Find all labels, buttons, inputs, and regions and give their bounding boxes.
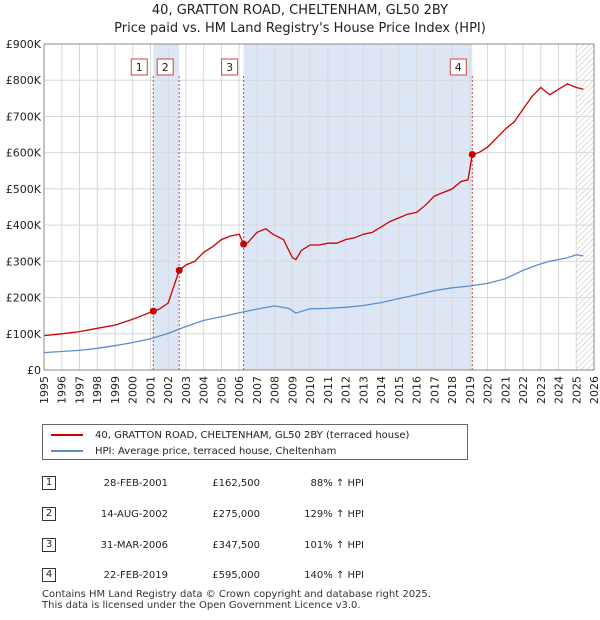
- x-tick-label: 1996: [56, 376, 69, 404]
- legend-item-hpi: HPI: Average price, terraced house, Chel…: [51, 443, 336, 459]
- transaction-row: 2 14-AUG-2002 £275,000 129% ↑ HPI: [40, 505, 440, 527]
- x-tick-label: 2014: [375, 376, 388, 404]
- x-tick-label: 2025: [570, 376, 583, 404]
- transaction-hpi: 129% ↑ HPI: [304, 509, 364, 520]
- x-tick-label: 2000: [127, 376, 140, 404]
- transaction-date: 31-MAR-2006: [100, 540, 168, 551]
- marker-box: [130, 58, 148, 76]
- x-tick-label: 2004: [198, 376, 211, 404]
- sale-point: [240, 240, 248, 248]
- plot-frame: [43, 43, 595, 371]
- x-tick-label: 2019: [464, 376, 477, 404]
- x-tick-label: 2003: [180, 376, 193, 404]
- x-tick-label: 2002: [162, 376, 175, 404]
- transaction-date: 28-FEB-2001: [103, 478, 168, 489]
- y-tick-label: £700K: [6, 110, 42, 123]
- marker-label: 4: [455, 61, 462, 74]
- legend-swatch-property: [51, 434, 83, 436]
- marker-label: 3: [226, 61, 233, 74]
- marker-box: [156, 58, 174, 76]
- x-tick-label: 2021: [499, 376, 512, 404]
- transaction-number: 3: [42, 538, 56, 552]
- ownership-shade: [243, 44, 473, 370]
- transaction-price: £162,500: [212, 478, 260, 489]
- x-tick-label: 2017: [428, 376, 441, 404]
- x-tick-label: 2024: [553, 376, 566, 404]
- y-tick-label: £400K: [6, 219, 42, 232]
- transaction-price: £595,000: [212, 570, 260, 581]
- x-tick-label: 2022: [517, 376, 530, 404]
- x-tick-label: 2010: [304, 376, 317, 404]
- chart-subtitle: Price paid vs. HM Land Registry's House …: [114, 21, 486, 36]
- x-tick-label: 2012: [340, 376, 353, 404]
- x-tick-label: 1998: [91, 376, 104, 404]
- legend-swatch-hpi: [51, 450, 83, 452]
- ownership-shade: [153, 44, 180, 370]
- x-tick-label: 2006: [233, 376, 246, 404]
- transaction-price: £347,500: [212, 540, 260, 551]
- x-tick-label: 1995: [38, 376, 51, 404]
- x-tick-label: 2013: [357, 376, 370, 404]
- transaction-hpi: 88% ↑ HPI: [310, 478, 364, 489]
- series-line: [43, 254, 584, 354]
- x-tick-label: 2008: [269, 376, 282, 404]
- x-tick-label: 1997: [73, 376, 86, 404]
- y-tick-label: £100K: [6, 328, 42, 341]
- transaction-date: 22-FEB-2019: [103, 570, 168, 581]
- y-tick-label: £500K: [6, 183, 42, 196]
- y-tick-label: £800K: [6, 74, 42, 87]
- marker-label: 1: [136, 61, 143, 74]
- legend-label-hpi: HPI: Average price, terraced house, Chel…: [95, 445, 337, 457]
- x-tick-label: 2001: [144, 376, 157, 404]
- x-tick-label: 2007: [251, 376, 264, 404]
- transaction-row: 4 22-FEB-2019 £595,000 140% ↑ HPI: [40, 566, 440, 588]
- legend-label-property: 40, GRATTON ROAD, CHELTENHAM, GL50 2BY (…: [95, 429, 410, 441]
- transaction-row: 3 31-MAR-2006 £347,500 101% ↑ HPI: [40, 536, 440, 558]
- x-tick-label: 2009: [286, 376, 299, 404]
- footer: Contains HM Land Registry data © Crown c…: [42, 589, 431, 611]
- transaction-date: 14-AUG-2002: [100, 509, 168, 520]
- marker-label: 2: [162, 61, 169, 74]
- y-tick-label: £900K: [6, 38, 42, 51]
- x-tick-label: 2005: [215, 376, 228, 404]
- transaction-number: 2: [42, 507, 56, 521]
- sale-point: [175, 266, 183, 274]
- chart-title: 40, GRATTON ROAD, CHELTENHAM, GL50 2BY: [152, 3, 448, 18]
- transaction-price: £275,000: [212, 509, 260, 520]
- x-tick-label: 2026: [588, 376, 600, 404]
- transaction-number: 4: [42, 568, 56, 582]
- sale-point: [149, 307, 157, 315]
- series-line: [43, 83, 584, 337]
- legend-item-property: 40, GRATTON ROAD, CHELTENHAM, GL50 2BY (…: [51, 427, 409, 443]
- marker-box: [449, 58, 467, 76]
- x-tick-label: 1999: [109, 376, 122, 404]
- transaction-hpi: 101% ↑ HPI: [304, 540, 364, 551]
- x-tick-label: 2016: [411, 376, 424, 404]
- y-tick-label: £0: [27, 364, 41, 377]
- future-hatch: [576, 44, 594, 370]
- footer-licence: This data is licensed under the Open Gov…: [42, 600, 361, 611]
- x-tick-label: 2020: [482, 376, 495, 404]
- footer-copyright: Contains HM Land Registry data © Crown c…: [42, 589, 431, 600]
- legend: 40, GRATTON ROAD, CHELTENHAM, GL50 2BY (…: [42, 424, 468, 460]
- y-tick-label: £200K: [6, 292, 42, 305]
- y-tick-label: £600K: [6, 147, 42, 160]
- transaction-row: 1 28-FEB-2001 £162,500 88% ↑ HPI: [40, 474, 440, 496]
- x-tick-label: 2011: [322, 376, 335, 404]
- x-tick-label: 2018: [446, 376, 459, 404]
- x-tick-label: 2015: [393, 376, 406, 404]
- sale-point: [468, 150, 476, 158]
- transaction-hpi: 140% ↑ HPI: [304, 570, 364, 581]
- x-tick-label: 2023: [535, 376, 548, 404]
- price-chart: 40, GRATTON ROAD, CHELTENHAM, GL50 2BY P…: [6, 3, 600, 404]
- transaction-number: 1: [42, 476, 56, 490]
- y-tick-label: £300K: [6, 255, 42, 268]
- marker-box: [221, 58, 239, 76]
